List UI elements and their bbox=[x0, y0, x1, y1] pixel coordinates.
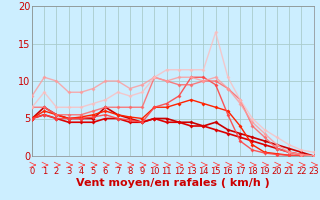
X-axis label: Vent moyen/en rafales ( km/h ): Vent moyen/en rafales ( km/h ) bbox=[76, 178, 270, 188]
